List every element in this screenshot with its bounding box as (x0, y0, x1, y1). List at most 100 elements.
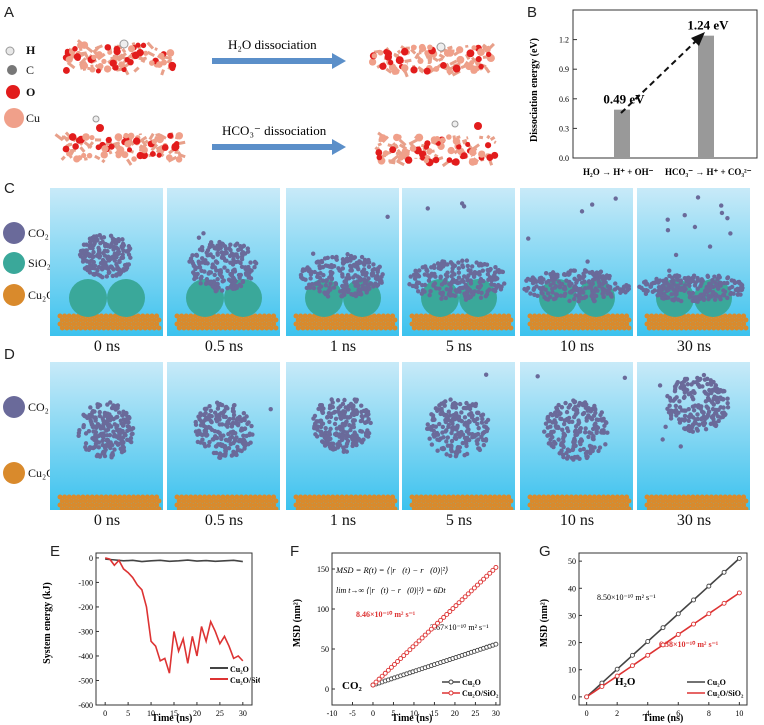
cu2o-atom (151, 325, 157, 331)
co2-molecule (674, 289, 679, 295)
co2-molecule (591, 290, 596, 295)
cu2o-atom (124, 317, 130, 323)
co2-molecule (200, 432, 205, 438)
cu2o-atom (566, 506, 572, 510)
co2-molecule (194, 253, 200, 258)
cu2o-atom (699, 494, 705, 500)
co2-molecule (589, 416, 595, 422)
co2-molecule (471, 292, 476, 297)
co2-molecule (576, 299, 581, 304)
time-label: 0.5 ns (204, 338, 244, 355)
cu2o-atom (480, 317, 486, 323)
co2-molecule (335, 398, 341, 403)
bond (101, 158, 106, 164)
bond (393, 52, 400, 58)
co2-molecule (303, 277, 308, 282)
co2-molecule (582, 295, 587, 301)
co2-molecule (233, 436, 238, 442)
h-atom (436, 42, 446, 52)
cu2o-atom (434, 317, 440, 323)
cu2o-atom (575, 498, 581, 504)
cu2o-atom (188, 502, 194, 508)
co2-molecule (217, 455, 223, 461)
cu2o-atom (332, 498, 338, 504)
cu2o-atom (626, 506, 632, 510)
cu2o-atom (103, 313, 109, 319)
co2-molecule (464, 429, 470, 434)
cu2o-atom (471, 506, 477, 510)
cu2o-atom (591, 502, 597, 508)
co2-molecule (364, 290, 369, 295)
co2-molecule (222, 265, 227, 270)
co2-molecule (83, 444, 88, 450)
co2-molecule (193, 265, 199, 270)
series-marker (484, 573, 490, 579)
cu2o-atom (202, 321, 208, 327)
cu2o-atom (62, 313, 68, 319)
cu2o-atom (225, 502, 231, 508)
cu2o-atom (651, 506, 657, 510)
cu2o-atom (587, 502, 593, 508)
cu2o-atom (621, 325, 627, 331)
cu2o-atom (209, 325, 214, 331)
cu2o-atom (330, 494, 336, 500)
cu2o-atom (685, 502, 691, 508)
cu2o-atom (736, 494, 742, 500)
cu2o-atom (351, 498, 356, 504)
co2-molecule (729, 284, 735, 290)
cu2o-atom (128, 317, 134, 323)
atom (392, 67, 400, 75)
co2-molecule (583, 430, 588, 435)
cu2o-atom (467, 325, 472, 331)
co2-molecule (435, 448, 440, 453)
cu2o-atom (578, 502, 584, 508)
co2-molecule (469, 264, 475, 269)
cu2o-atom (321, 502, 327, 508)
cu2o-atom (718, 494, 724, 500)
cu2o-atom (676, 502, 682, 508)
cu2o-atom (197, 502, 203, 508)
co2-free-molecule (196, 235, 202, 240)
co2-molecule (325, 263, 330, 269)
cu2o-atom (411, 325, 417, 331)
co2-molecule (241, 410, 247, 416)
co2-molecule (344, 278, 349, 283)
cu2o-atom (453, 498, 459, 504)
co2-molecule (217, 430, 222, 436)
cu2o-atom (722, 502, 728, 508)
cu2o-atom (483, 502, 489, 508)
cu2o-atom (496, 502, 502, 508)
co2-molecule (441, 412, 446, 417)
cu2o-atom (94, 321, 100, 327)
co2-molecule (480, 268, 486, 273)
o-atom (474, 122, 482, 130)
co2-molecule (219, 402, 225, 408)
cu2o-atom (734, 317, 740, 323)
cu2o-atom (731, 494, 737, 500)
co2-molecule (108, 233, 114, 239)
cu2o-atom (582, 321, 588, 327)
cu2o-atom (562, 317, 567, 323)
co2-molecule (580, 401, 585, 407)
cu2o-atom (506, 502, 512, 508)
atom (175, 132, 184, 140)
co2-molecule (114, 254, 119, 260)
cu2o-atom (66, 494, 72, 500)
cu2o-atom (149, 502, 155, 508)
co2-molecule (115, 434, 120, 439)
cu2o-atom (309, 317, 315, 323)
cu2o-atom (78, 498, 84, 504)
co2-molecule (479, 434, 484, 440)
cu2o-atom (704, 502, 710, 508)
bond (404, 58, 412, 63)
co2-molecule (644, 288, 649, 293)
cu2o-atom (587, 494, 593, 500)
cu2o-atom (252, 313, 258, 319)
co2-molecule (693, 421, 698, 426)
co2-molecule (683, 408, 688, 413)
cu2o-atom (66, 502, 72, 508)
co2-free-molecule (665, 217, 670, 222)
co2-molecule (231, 412, 237, 418)
bond (391, 154, 400, 162)
co2-molecule (215, 276, 220, 282)
